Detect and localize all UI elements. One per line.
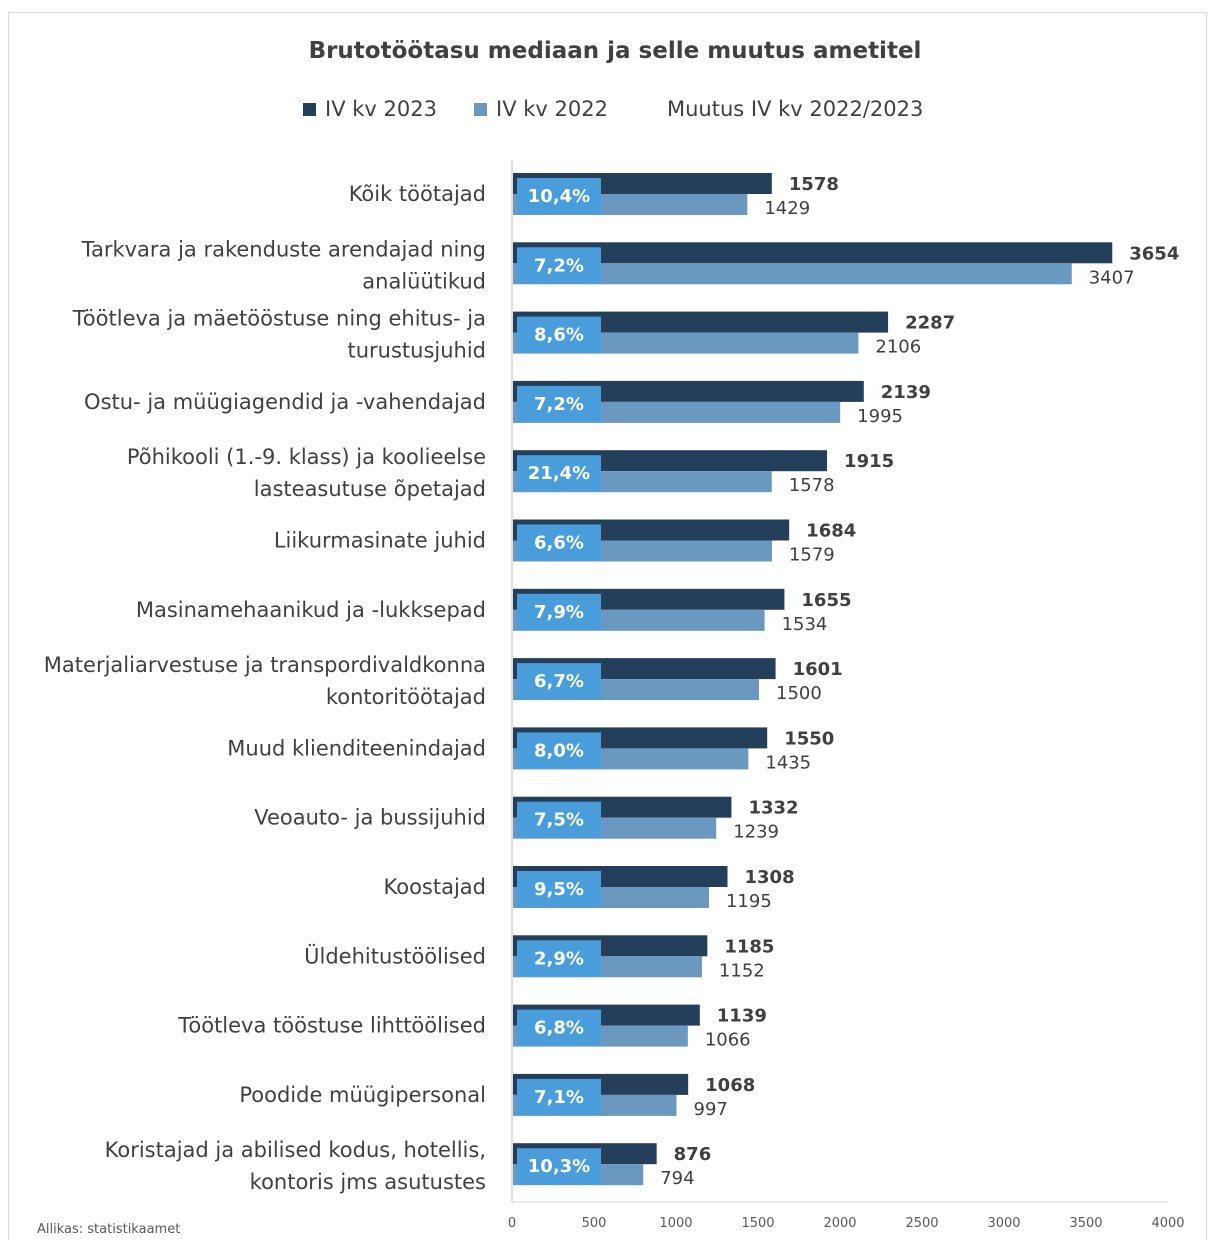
- category-label: lasteasutuse õpetajad: [254, 477, 486, 501]
- value-label-2022: 3407: [1089, 267, 1135, 288]
- x-tick-label: 3500: [1069, 1216, 1102, 1231]
- value-label-2022: 1429: [764, 198, 810, 219]
- value-label-2022: 794: [660, 1168, 694, 1189]
- value-label-2023: 2139: [881, 382, 931, 403]
- value-label-2022: 1195: [726, 891, 772, 912]
- category-label: Töötleva ja mäetööstuse ning ehitus- ja: [72, 307, 486, 331]
- category-label: Muud klienditeenindajad: [227, 736, 486, 760]
- category-label: Veoauto- ja bussijuhid: [254, 806, 486, 830]
- category-label: Ostu- ja müügiagendid ja -vahendajad: [84, 390, 486, 414]
- bar-iv-2023: [513, 242, 1112, 263]
- change-label: 10,4%: [528, 186, 590, 207]
- category-label: turustusjuhid: [347, 339, 486, 363]
- value-label-2023: 2287: [905, 313, 955, 334]
- category-label: kontoris jms asutustes: [250, 1170, 486, 1194]
- change-label: 8,0%: [534, 740, 584, 761]
- category-label: Koristajad ja abilised kodus, hotellis,: [105, 1138, 486, 1162]
- category-label: Tarkvara ja rakenduste arendajad ning: [81, 237, 486, 261]
- value-label-2023: 1684: [806, 521, 856, 542]
- value-label-2022: 1152: [719, 960, 765, 981]
- change-label: 21,4%: [528, 463, 590, 484]
- category-label: Liikurmasinate juhid: [274, 529, 486, 553]
- change-label: 6,8%: [534, 1018, 584, 1039]
- category-label: Materjaliarvestuse ja transpordivaldkonn…: [44, 653, 486, 677]
- value-label-2023: 1578: [789, 174, 839, 195]
- value-label-2023: 1185: [724, 936, 774, 957]
- x-tick-label: 500: [582, 1216, 607, 1231]
- category-label: Üldehitustöölised: [304, 943, 486, 968]
- value-label-2022: 2106: [875, 337, 921, 358]
- value-label-2023: 3654: [1129, 243, 1179, 264]
- value-label-2022: 1239: [733, 822, 779, 843]
- change-label: 2,9%: [534, 948, 584, 969]
- x-tick-label: 2500: [905, 1216, 938, 1231]
- value-label-2023: 1139: [717, 1006, 767, 1027]
- source-note: Allikas: statistikaamet: [37, 1222, 180, 1237]
- value-label-2022: 1579: [789, 545, 835, 566]
- change-label: 6,7%: [534, 671, 584, 692]
- value-label-2022: 1995: [857, 406, 903, 427]
- change-label: 7,9%: [534, 602, 584, 623]
- category-label: Koostajad: [384, 875, 487, 899]
- change-label: 7,2%: [534, 255, 584, 276]
- value-label-2023: 1550: [784, 728, 834, 749]
- category-label: Kõik töötajad: [349, 182, 486, 206]
- category-label: Põhikooli (1.-9. klass) ja koolieelse: [127, 445, 486, 469]
- x-tick-label: 0: [508, 1216, 516, 1231]
- change-label: 8,6%: [534, 325, 584, 346]
- category-label: Poodide müügipersonal: [239, 1083, 486, 1107]
- value-label-2023: 1655: [801, 590, 851, 611]
- value-label-2023: 876: [674, 1144, 712, 1165]
- value-label-2022: 1435: [765, 752, 811, 773]
- x-tick-label: 2000: [823, 1216, 856, 1231]
- value-label-2023: 1601: [793, 659, 843, 680]
- change-label: 10,3%: [528, 1156, 590, 1177]
- change-label: 9,5%: [534, 879, 584, 900]
- value-label-2022: 1578: [789, 475, 835, 496]
- value-label-2022: 1534: [782, 614, 828, 635]
- change-label: 7,1%: [534, 1087, 584, 1108]
- change-label: 7,5%: [534, 810, 584, 831]
- value-label-2023: 1915: [844, 451, 894, 472]
- value-label-2023: 1068: [705, 1075, 755, 1096]
- category-label: Masinamehaanikud ja -lukksepad: [136, 598, 486, 622]
- x-tick-label: 3000: [987, 1216, 1020, 1231]
- value-label-2023: 1332: [748, 798, 798, 819]
- category-label: analüütikud: [362, 269, 486, 293]
- value-label-2023: 1308: [745, 867, 795, 888]
- x-tick-label: 4000: [1151, 1216, 1184, 1231]
- value-label-2022: 1500: [776, 683, 822, 704]
- x-tick-label: 1000: [659, 1216, 692, 1231]
- value-label-2022: 1066: [705, 1030, 751, 1051]
- change-label: 7,2%: [534, 394, 584, 415]
- category-label: Töötleva tööstuse lihttöölised: [177, 1014, 486, 1038]
- category-label: kontoritöötajad: [326, 685, 486, 709]
- change-label: 6,6%: [534, 533, 584, 554]
- x-tick-label: 1500: [741, 1216, 774, 1231]
- value-label-2022: 997: [694, 1099, 728, 1120]
